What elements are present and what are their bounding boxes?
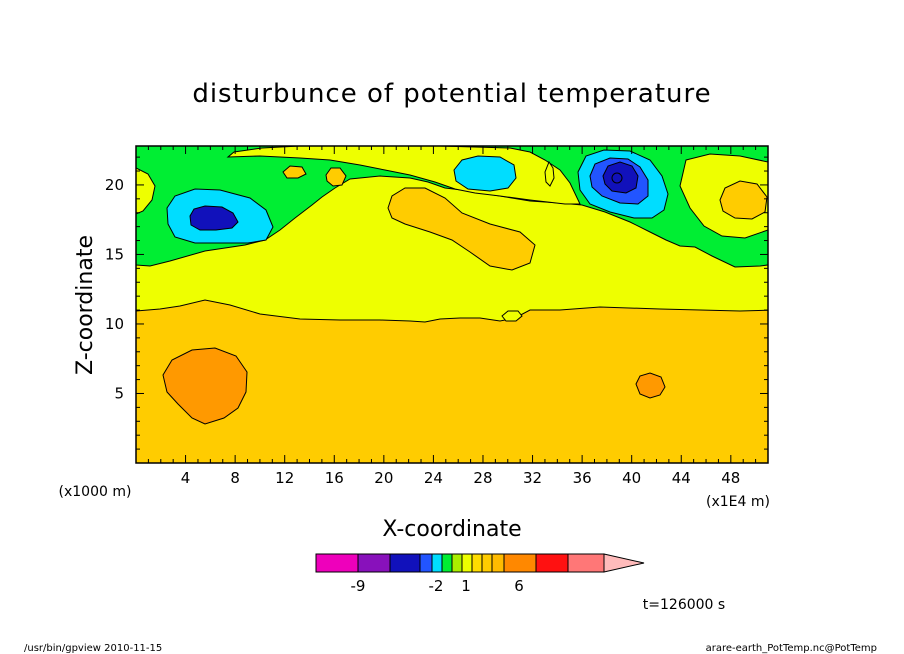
x-unit-left-label: (x1000 m)	[59, 484, 132, 500]
colorbar-label: -2	[429, 577, 444, 595]
colorbar-segment	[461, 553, 473, 573]
x-tick-label: 28	[473, 469, 492, 487]
y-tick-label: 20	[105, 176, 124, 194]
region-orange-left	[162, 347, 248, 425]
x-axis: 4 8 12 16 20 24 28 32 36 40 44 48	[147, 146, 757, 487]
colorbar-segment	[481, 553, 493, 573]
x-unit-right-label: (x1E4 m)	[706, 494, 770, 510]
colorbar-segment	[315, 553, 359, 573]
x-tick-label: 36	[573, 469, 592, 487]
y-tick-label: 10	[105, 315, 124, 333]
region-gold-blob-center	[387, 187, 536, 271]
y-axis: 5 10 15 20	[105, 156, 768, 450]
region-gold-blob-small-2	[325, 167, 347, 187]
x-tick-label: 12	[275, 469, 294, 487]
footer-left-text: /usr/bin/gpview 2010-11-15	[24, 643, 162, 654]
region-gold-blob-small-3	[544, 160, 555, 187]
region-top-left-yellow	[136, 167, 156, 215]
y-tick-label: 5	[114, 384, 124, 402]
colorbar-segment	[535, 553, 569, 573]
colorbar-labels: -9 -2 1 6	[351, 577, 524, 595]
x-tick-label: 20	[374, 469, 393, 487]
x-tick-label: 16	[325, 469, 344, 487]
colorbar	[315, 553, 645, 573]
region-gold-blob-small-1	[282, 165, 307, 179]
colorbar-label: -9	[351, 577, 366, 595]
colorbar-label: 6	[514, 577, 524, 595]
colorbar-arrow	[603, 553, 645, 573]
colorbar-segment	[503, 553, 537, 573]
x-tick-label: 24	[424, 469, 443, 487]
region-orange-right	[635, 372, 666, 399]
colorbar-segment	[567, 553, 605, 573]
time-annotation: t=126000 s	[643, 597, 725, 613]
x-tick-label: 48	[721, 469, 740, 487]
region-navy-center-dot	[611, 172, 623, 184]
colorbar-segment	[389, 553, 421, 573]
colorbar-label: 1	[461, 577, 471, 595]
contour-plot	[136, 146, 768, 463]
footer-right-text: arare-earth_PotTemp.nc@PotTemp	[706, 643, 877, 654]
plot-frame	[135, 145, 769, 464]
x-tick-label: 44	[672, 469, 691, 487]
y-tick-label: 15	[105, 245, 124, 263]
x-axis-title: X-coordinate	[382, 517, 521, 542]
region-gold-blob-right	[719, 180, 768, 220]
colorbar-segment	[431, 553, 443, 573]
region-navy-left	[189, 205, 239, 231]
chart-title: disturbunce of potential temperature	[192, 79, 711, 109]
colorbar-segment	[491, 553, 505, 573]
colorbar-segment	[419, 553, 433, 573]
colorbar-segment	[451, 553, 463, 573]
colorbar-segment	[471, 553, 483, 573]
y-axis-title: Z-coordinate	[73, 235, 98, 375]
colorbar-segment	[357, 553, 391, 573]
x-tick-label: 4	[181, 469, 191, 487]
colorbar-segment	[441, 553, 453, 573]
region-cyan-top	[453, 155, 517, 192]
x-tick-label: 8	[230, 469, 240, 487]
x-tick-label: 32	[523, 469, 542, 487]
region-small-yellow-patch	[501, 310, 523, 322]
x-tick-label: 40	[622, 469, 641, 487]
